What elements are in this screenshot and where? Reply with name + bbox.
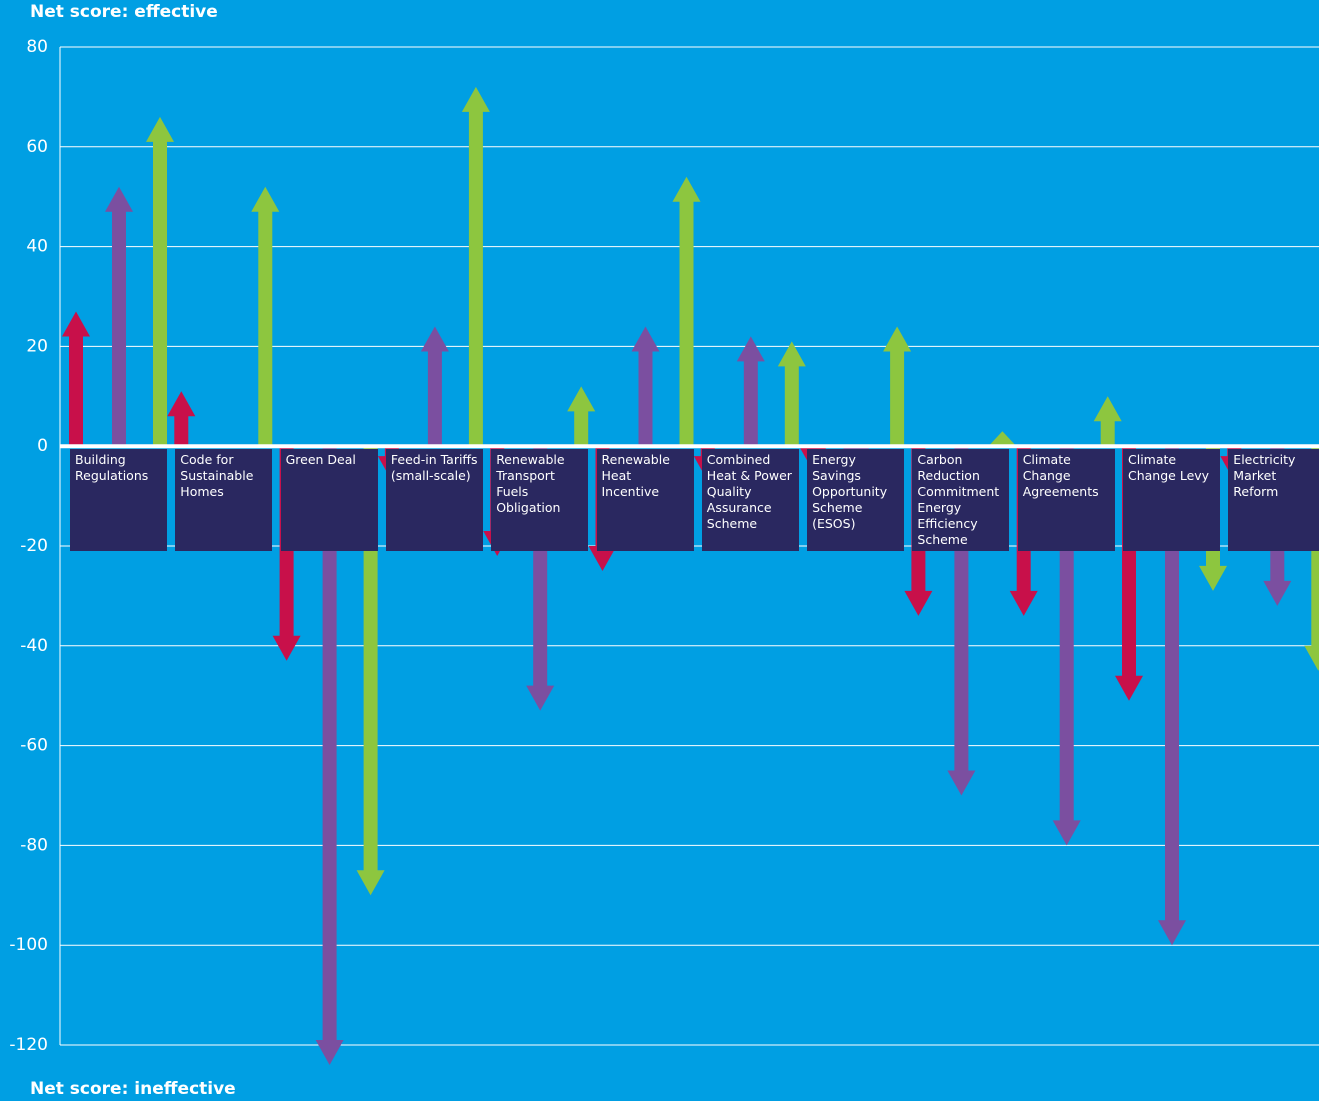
y-tick-label: 40 (26, 237, 48, 257)
arrow (167, 391, 196, 447)
y-tick-label: -20 (20, 536, 48, 556)
arrow (988, 431, 1017, 447)
arrow (420, 326, 449, 447)
category-label: Renewable Heat Incentive (596, 449, 694, 551)
category-label: Carbon Reduction Commitment Energy Effic… (912, 449, 1010, 551)
arrow (105, 186, 133, 447)
arrow (672, 176, 701, 447)
arrow (1158, 446, 1186, 946)
arrow (356, 446, 385, 896)
arrow (461, 86, 490, 447)
y-tick-label: 60 (26, 137, 48, 157)
arrow (631, 326, 660, 447)
arrow (883, 326, 912, 447)
y-tick-label: -80 (20, 835, 48, 855)
y-tick-label: -120 (9, 1035, 48, 1055)
arrow (777, 341, 806, 447)
arrow (736, 336, 765, 447)
y-tick-label: 0 (37, 436, 48, 456)
category-label: Code for Sustainable Homes (175, 449, 273, 551)
top-label: Net score: effective (30, 2, 218, 22)
category-label: Electricity Market Reform (1228, 449, 1319, 551)
y-tick-label: -60 (20, 736, 48, 756)
category-label: Renewable Transport Fuels Obligation (491, 449, 589, 551)
y-tick-label: 80 (26, 37, 48, 57)
y-tick-label: -40 (20, 636, 48, 656)
category-label: Climate Change Agreements (1017, 449, 1115, 551)
category-label: Green Deal (280, 449, 378, 551)
arrow (146, 116, 174, 447)
arrow (1093, 396, 1122, 447)
category-label: Building Regulations (70, 449, 167, 551)
category-label: Climate Change Levy (1123, 449, 1220, 551)
arrow (567, 386, 596, 447)
y-tick-label: 20 (26, 336, 48, 356)
y-tick-label: -100 (9, 935, 48, 955)
arrow (315, 446, 344, 1065)
bottom-label: Net score: ineffective (30, 1079, 236, 1099)
category-label: Combined Heat & Power Quality Assurance … (701, 449, 799, 551)
arrow (251, 186, 280, 447)
category-label: Energy Savings Opportunity Scheme (ESOS) (807, 449, 905, 551)
category-label: Feed-in Tariffs (small-scale) (385, 449, 483, 551)
arrow (62, 311, 90, 447)
